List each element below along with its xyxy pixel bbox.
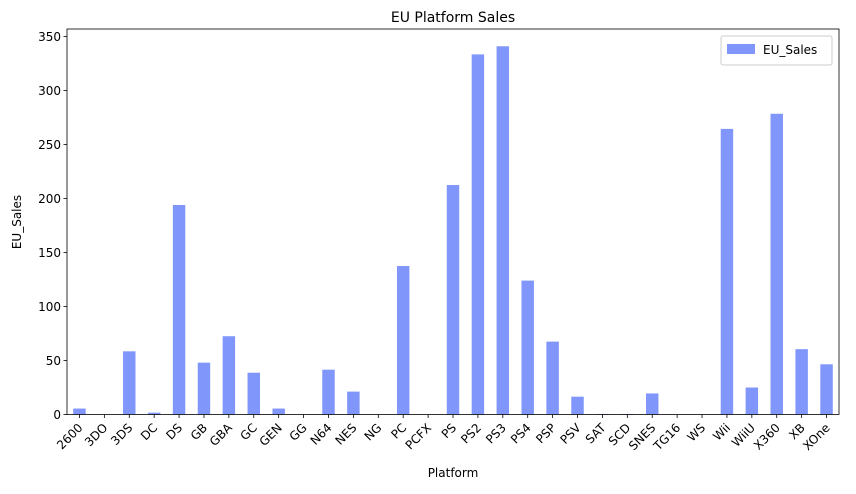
axes-frame	[66, 28, 840, 415]
bar-gb	[197, 362, 211, 415]
bar-wiiu	[745, 387, 759, 415]
bar-ps	[446, 185, 460, 415]
x-tick-label: 3DO	[82, 421, 111, 450]
legend: EU_Sales	[720, 35, 833, 66]
bar-ds	[172, 205, 186, 415]
x-axis-label: Platform	[428, 466, 479, 480]
bar-psv	[571, 396, 584, 415]
bar-2600	[73, 408, 86, 415]
x-tick-label: WS	[684, 421, 708, 445]
x-tick-label: NG	[362, 421, 385, 444]
x-tick-label: GEN	[257, 421, 285, 449]
x-tick-label: SNES	[626, 421, 658, 453]
x-tick-label: X360	[751, 421, 783, 453]
bar-x360	[770, 113, 783, 415]
bar-wii	[720, 128, 734, 415]
x-tick-label: PS2	[458, 421, 484, 447]
legend-swatch	[727, 44, 755, 54]
chart-title: EU Platform Sales	[391, 10, 515, 26]
y-axis: 0 50 100 150 200 250 300 350	[38, 30, 67, 422]
bar-ps3	[496, 46, 510, 415]
x-tick-label: TG16	[650, 421, 683, 454]
bar-gen	[272, 408, 285, 415]
x-tick-label: PCFX	[403, 421, 435, 453]
y-tick-label: 0	[53, 408, 61, 422]
bar-ps4	[521, 280, 534, 415]
x-tick-label: PS	[439, 421, 459, 441]
x-tick-label: NES	[333, 421, 360, 448]
y-tick-label: 200	[38, 192, 61, 206]
bar-gba	[222, 336, 236, 415]
x-tick-label: DC	[138, 421, 160, 443]
y-tick-label: 50	[46, 354, 61, 368]
x-tick-label: PS4	[508, 421, 534, 447]
bar-n64	[322, 369, 335, 415]
bar-pc	[396, 266, 410, 415]
bar-nes	[347, 391, 360, 415]
y-axis-label: EU_Sales	[10, 195, 24, 249]
x-tick-label: N64	[308, 421, 335, 448]
bar-xone	[820, 364, 833, 415]
x-tick-label: DS	[163, 421, 185, 443]
y-tick-label: 250	[38, 138, 61, 152]
bar-3ds	[123, 351, 136, 415]
x-tick-label: PSP	[533, 421, 559, 447]
bars-group	[73, 46, 833, 415]
x-tick-label: PSV	[557, 420, 584, 447]
bar-psp	[546, 341, 559, 415]
bar-gc	[247, 372, 260, 415]
bar-ps2	[471, 54, 485, 415]
y-tick-label: 300	[38, 84, 61, 98]
x-tick-label: GBA	[207, 420, 236, 449]
x-tick-label: 2600	[54, 421, 85, 452]
legend-label: EU_Sales	[763, 43, 817, 57]
x-tick-label: 3DS	[108, 421, 135, 448]
bar-xb	[795, 349, 808, 415]
x-tick-label: GG	[287, 421, 310, 444]
bar-snes	[646, 393, 659, 415]
x-tick-label: SAT	[583, 420, 609, 446]
y-tick-label: 150	[38, 246, 61, 260]
x-tick-label: XOne	[800, 421, 832, 453]
bar-dc	[147, 412, 161, 415]
y-tick-label: 350	[38, 30, 61, 44]
legend-box	[720, 35, 833, 66]
x-tick-label: PS3	[483, 421, 509, 447]
y-tick-label: 100	[38, 300, 61, 314]
